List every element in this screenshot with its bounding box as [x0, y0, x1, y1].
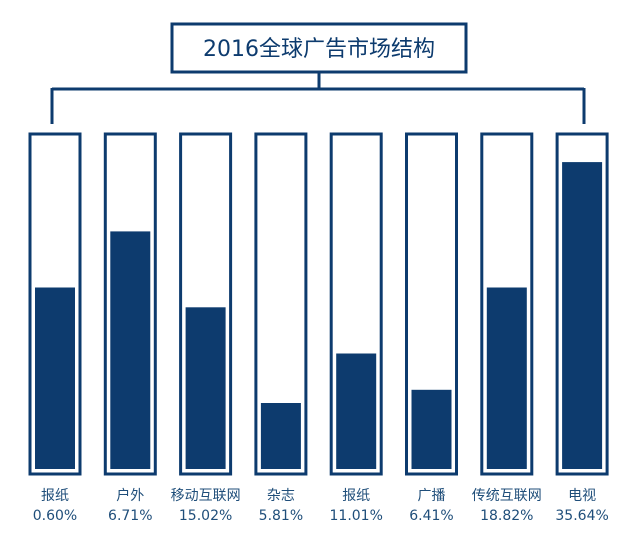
chart-title: 2016全球广告市场结构 — [203, 37, 435, 62]
category-label: 广播 — [418, 488, 446, 504]
category-label: 报纸 — [342, 488, 370, 504]
bar-fill — [35, 287, 75, 469]
value-label: 11.01% — [330, 508, 383, 524]
category-label: 报纸 — [41, 488, 69, 504]
value-label: 5.81% — [259, 508, 303, 524]
value-label: 15.02% — [179, 508, 232, 524]
value-label: 6.41% — [409, 508, 453, 524]
value-label: 6.71% — [108, 508, 152, 524]
label-group: 报纸 0.60% 户外 6.71% 移动互联网 15.02% 杂志 5.81% 报纸 11.01%… — [33, 487, 609, 524]
category-label: 杂志 — [267, 488, 295, 504]
bar-group — [28, 132, 609, 476]
value-label: 18.82% — [480, 508, 533, 524]
category-label: 电视 — [568, 488, 596, 504]
value-label: 35.64% — [555, 508, 608, 524]
bar-fill — [260, 403, 301, 469]
bar-fill — [411, 389, 452, 469]
category-label: 移动互联网 — [171, 488, 241, 504]
value-label: 0.60% — [33, 508, 77, 524]
title-box — [170, 22, 468, 74]
category-label: 传统互联网 — [472, 488, 542, 504]
bar-fill — [336, 353, 377, 469]
bar-fill — [110, 231, 151, 469]
category-label: 户外 — [116, 487, 144, 504]
bar-fill — [486, 287, 527, 469]
bar-fill — [185, 307, 226, 469]
bar-fill — [562, 162, 603, 469]
